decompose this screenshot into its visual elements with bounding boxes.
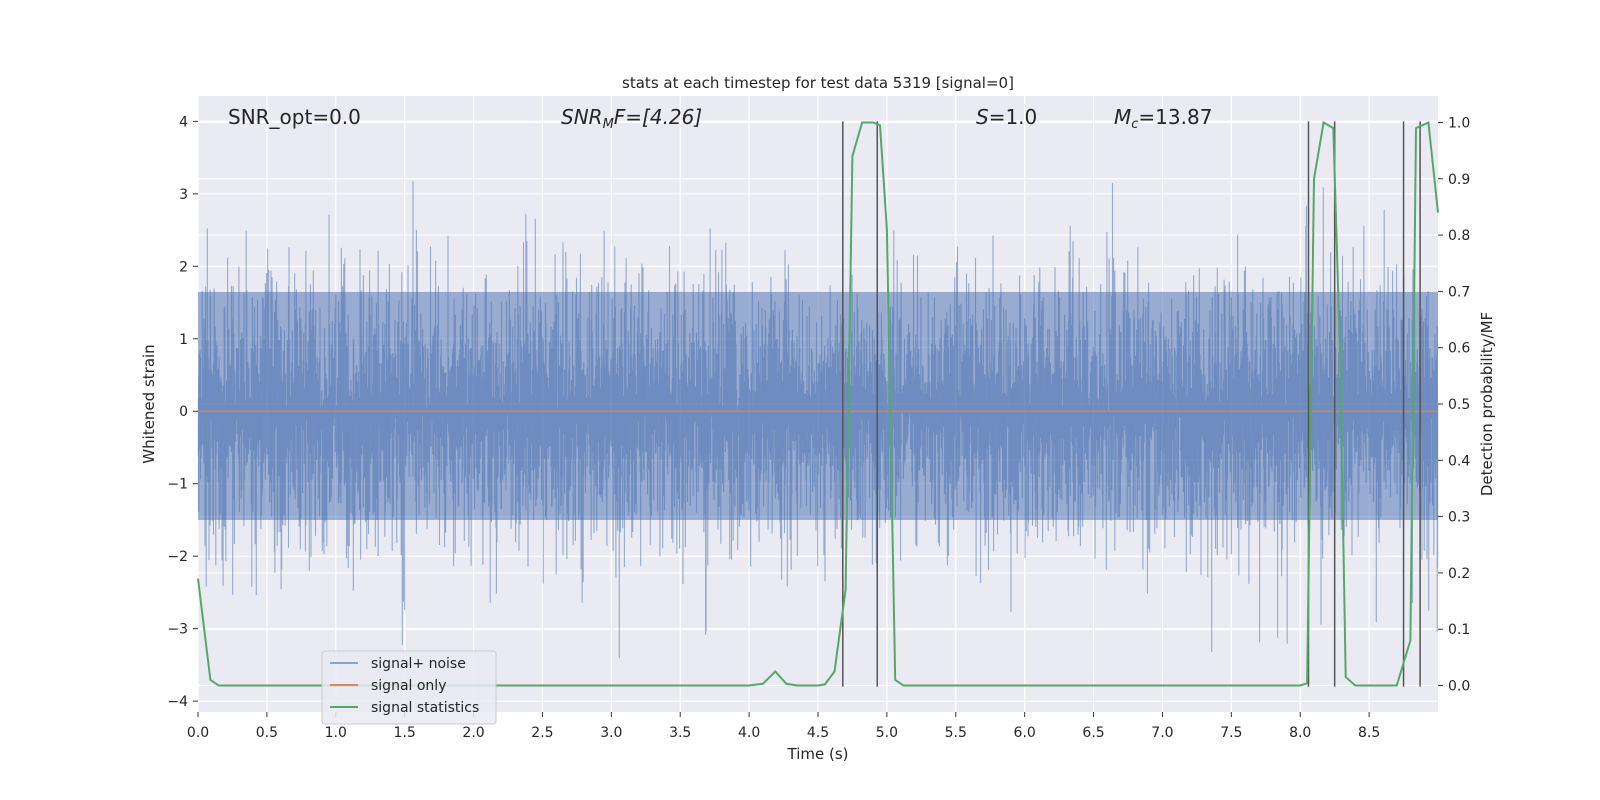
y-left-tick-labels: 4 3 2 1 0 −1 −2 −3 −4: [167, 114, 198, 710]
y-left-tick-label: −1: [167, 477, 188, 493]
y-right-tick-label: 0.5: [1448, 397, 1470, 413]
y-left-axis-label: Whitened strain: [140, 344, 158, 463]
x-tick-label: 7.5: [1220, 725, 1242, 741]
annotation-snr-opt: SNR_opt=0.0: [228, 105, 361, 129]
annotation-snr-mf: SNRMF=[4.26]: [561, 105, 702, 132]
series-signal-statistics: [197, 120, 1439, 687]
noise-trace: [197, 180, 1439, 659]
x-tick-label: 0.0: [187, 725, 209, 741]
chart-title: stats at each timestep for test data 531…: [622, 74, 1014, 92]
x-tick-label: 5.5: [945, 725, 967, 741]
y-right-tick-label: 0.7: [1448, 284, 1470, 300]
y-right-tick-label: 0.3: [1448, 510, 1470, 526]
y-left-tick-label: 0: [179, 404, 188, 420]
x-axis-label: Time (s): [787, 745, 849, 763]
y-right-tick-label: 0.4: [1448, 453, 1470, 469]
x-tick-label: 3.5: [669, 725, 691, 741]
y-left-tick-label: −3: [167, 622, 188, 638]
y-left-tick-label: 2: [179, 259, 188, 275]
y-right-tick-label: 0.9: [1448, 172, 1470, 188]
y-right-tick-label: 0.1: [1448, 622, 1470, 638]
x-tick-label: 6.5: [1082, 725, 1104, 741]
y-left-tick-label: 4: [179, 114, 188, 130]
y-right-axis-label: Detection probability/MF: [1478, 312, 1496, 496]
x-tick-label: 8.0: [1289, 725, 1311, 741]
legend-label-signal-statistics: signal statistics: [371, 700, 479, 716]
y-left-tick-label: 1: [179, 332, 188, 348]
x-tick-label: 1.0: [325, 725, 347, 741]
x-tick-label: 4.5: [807, 725, 829, 741]
y-left-tick-label: −2: [167, 549, 188, 565]
x-tick-label: 7.0: [1151, 725, 1173, 741]
legend-label-signal-plus-noise: signal+ noise: [371, 656, 466, 672]
signal-statistics-line: [197, 120, 1439, 687]
x-tick-label: 3.0: [600, 725, 622, 741]
legend: signal+ noise signal only signal statist…: [321, 650, 497, 725]
annotation-mc: Mc=13.87: [1114, 105, 1212, 132]
y-right-tick-label: 0.2: [1448, 566, 1470, 582]
y-right-tick-labels: 1.0 0.9 0.8 0.7 0.6 0.5 0.4 0.3 0.2 0.1 0.0: [1438, 115, 1470, 695]
x-tick-label: 5.0: [876, 725, 898, 741]
x-tick-label: 0.5: [256, 725, 278, 741]
x-tick-label: 8.5: [1358, 725, 1380, 741]
y-left-tick-label: 3: [179, 187, 188, 203]
x-tick-label: 1.5: [394, 725, 416, 741]
series-signal-plus-noise: [197, 180, 1439, 659]
legend-box: [321, 650, 497, 725]
annotation-s: S=1.0: [976, 105, 1037, 129]
x-tick-label: 2.0: [462, 725, 484, 741]
vertical-markers: [842, 121, 1421, 687]
y-right-tick-label: 0.0: [1448, 679, 1470, 695]
x-tick-label: 2.5: [531, 725, 553, 741]
y-right-tick-label: 1.0: [1448, 115, 1470, 131]
x-tick-labels: 0.0 0.5 1.0 1.5 2.0 2.5 3.0 3.5 4.0 4.5 5.0 5.5 6.0 6…: [187, 712, 1380, 741]
x-tick-label: 4.0: [738, 725, 760, 741]
legend-label-signal-only: signal only: [371, 678, 446, 694]
x-tick-label: 6.0: [1014, 725, 1036, 741]
y-right-tick-label: 0.8: [1448, 228, 1470, 244]
y-left-tick-label: −4: [167, 694, 188, 710]
y-right-tick-label: 0.6: [1448, 341, 1470, 357]
